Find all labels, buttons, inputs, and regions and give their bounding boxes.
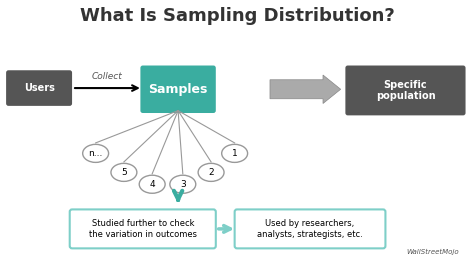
Text: WallStreetMojo: WallStreetMojo bbox=[406, 249, 458, 256]
FancyBboxPatch shape bbox=[235, 209, 385, 248]
Ellipse shape bbox=[111, 163, 137, 181]
Ellipse shape bbox=[170, 175, 196, 193]
FancyBboxPatch shape bbox=[70, 209, 216, 248]
FancyBboxPatch shape bbox=[6, 70, 72, 106]
Ellipse shape bbox=[139, 175, 165, 193]
Text: Collect: Collect bbox=[92, 72, 123, 81]
Ellipse shape bbox=[82, 144, 109, 162]
Ellipse shape bbox=[222, 144, 247, 162]
FancyBboxPatch shape bbox=[346, 65, 465, 115]
Text: Studied further to check
the variation in outcomes: Studied further to check the variation i… bbox=[89, 219, 197, 239]
Text: 4: 4 bbox=[149, 180, 155, 189]
Text: What Is Sampling Distribution?: What Is Sampling Distribution? bbox=[80, 7, 394, 25]
Text: 1: 1 bbox=[232, 149, 237, 158]
Ellipse shape bbox=[198, 163, 224, 181]
Text: n...: n... bbox=[89, 149, 103, 158]
Text: 3: 3 bbox=[180, 180, 186, 189]
Text: Users: Users bbox=[24, 83, 55, 93]
Text: 2: 2 bbox=[208, 168, 214, 177]
Polygon shape bbox=[270, 75, 341, 103]
Text: 5: 5 bbox=[121, 168, 127, 177]
Text: Specific
population: Specific population bbox=[376, 80, 435, 101]
Text: Used by researchers,
analysts, strategists, etc.: Used by researchers, analysts, strategis… bbox=[257, 219, 363, 239]
Text: Samples: Samples bbox=[148, 83, 208, 96]
FancyBboxPatch shape bbox=[140, 65, 216, 113]
